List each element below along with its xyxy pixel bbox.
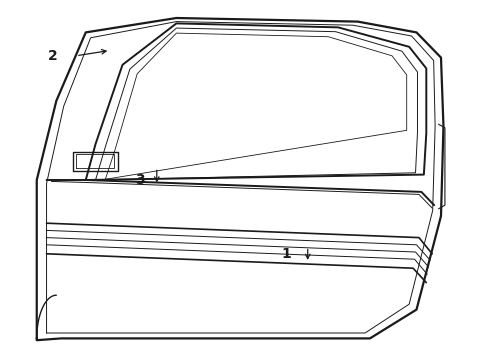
Text: 1: 1 — [282, 247, 292, 261]
Text: 2: 2 — [48, 49, 58, 63]
Text: 3: 3 — [135, 173, 145, 187]
